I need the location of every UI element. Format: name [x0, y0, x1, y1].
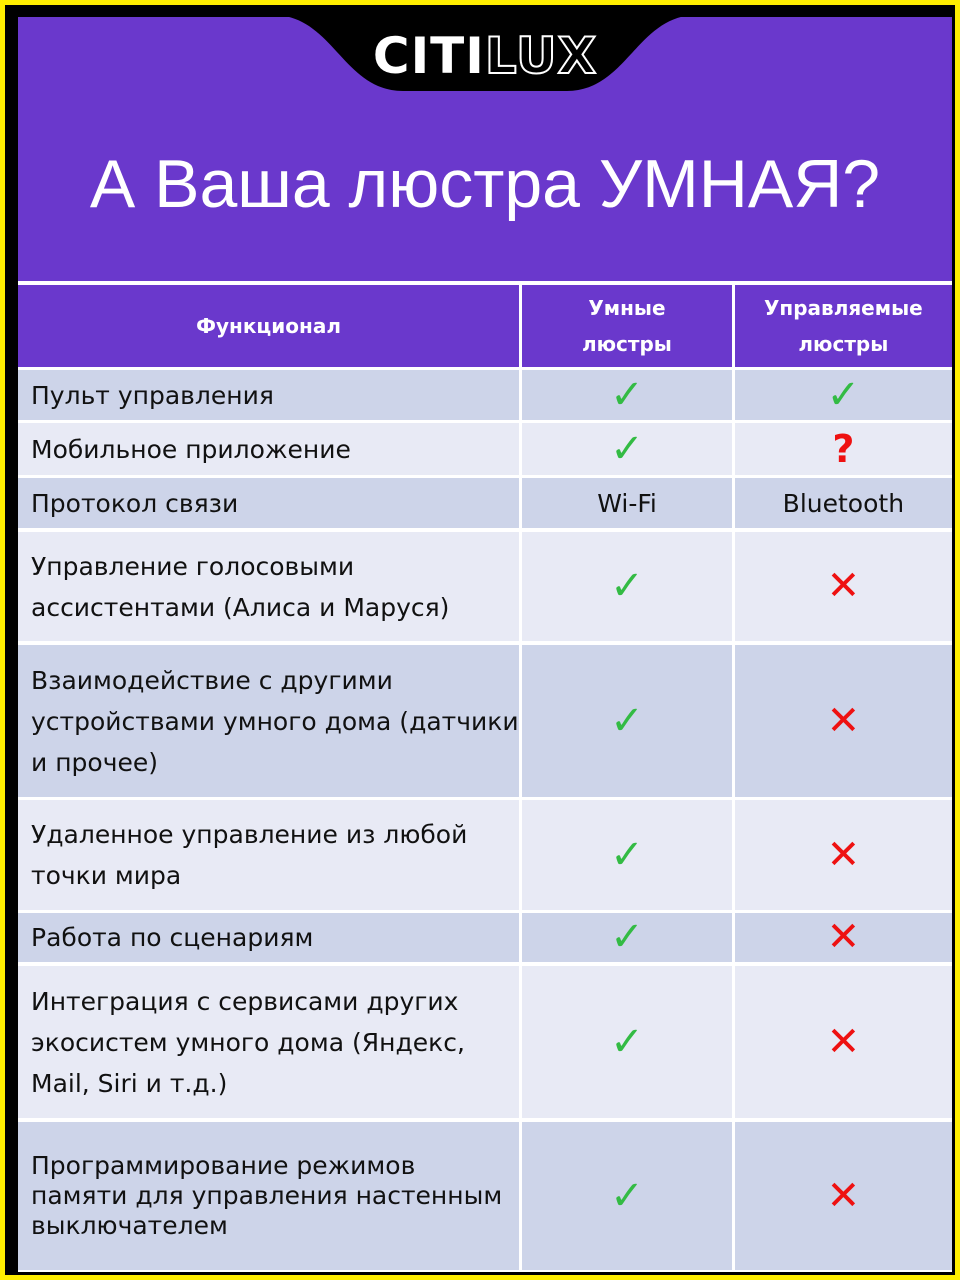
- table-row: Программирование режимов памяти для упра…: [18, 1122, 952, 1270]
- feature-cell: Работа по сценариям: [18, 913, 520, 962]
- feature-cell: Удаленное управление из любой точки мира: [18, 800, 520, 910]
- table-row: Мобильное приложение ✓ ?: [18, 423, 952, 475]
- smart-cell: ✓: [522, 966, 732, 1118]
- feature-cell: Пульт управления: [18, 370, 520, 420]
- logo-tab-shape: [273, 15, 697, 91]
- question-icon: ?: [832, 426, 855, 471]
- logo-outline: LUX: [484, 26, 598, 86]
- controlled-cell: ✕: [734, 532, 952, 641]
- feature-cell: Интеграция с сервисами других экосистем …: [18, 966, 520, 1118]
- smart-cell: ✓: [522, 800, 732, 910]
- controlled-cell: ✕: [734, 966, 952, 1118]
- smart-cell: ✓: [522, 645, 732, 797]
- table-header: Функционал Умные люстры Управляемые люст…: [18, 285, 952, 367]
- black-frame: CITILUX А Ваша люстра УМНАЯ? Функционал …: [5, 5, 955, 1275]
- controlled-cell: ✓: [734, 370, 952, 420]
- cross-icon: ✕: [826, 697, 861, 744]
- controlled-cell: ?: [734, 423, 952, 475]
- content: CITILUX А Ваша люстра УМНАЯ? Функционал …: [18, 15, 952, 1272]
- cross-icon: ✕: [826, 914, 861, 960]
- smart-cell: ✓: [522, 532, 732, 641]
- controlled-value: Bluetooth: [782, 488, 905, 518]
- table-row: Работа по сценариям ✓ ✕: [18, 913, 952, 962]
- table-row: Интеграция с сервисами других экосистем …: [18, 966, 952, 1118]
- controlled-cell: ✕: [734, 645, 952, 797]
- check-icon: ✓: [610, 1172, 644, 1219]
- cross-icon: ✕: [826, 1172, 861, 1219]
- check-icon: ✓: [610, 697, 644, 744]
- check-icon: ✓: [826, 371, 861, 418]
- controlled-cell: ✕: [734, 800, 952, 910]
- table-row: Удаленное управление из любой точки мира…: [18, 800, 952, 910]
- table-row: Взаимодействие с другими устройствами ум…: [18, 645, 952, 797]
- feature-cell: Программирование режимов памяти для упра…: [18, 1122, 520, 1270]
- logo-solid: CITI: [372, 27, 485, 85]
- table-row: Протокол связи Wi-Fi Bluetooth: [18, 478, 952, 528]
- header-smart: Умные люстры: [522, 285, 732, 367]
- header-feature: Функционал: [18, 285, 520, 367]
- smart-value: Wi-Fi: [597, 488, 657, 518]
- smart-cell: ✓: [522, 1122, 732, 1270]
- check-icon: ✓: [610, 1018, 644, 1065]
- header-controlled: Управляемые люстры: [734, 285, 952, 367]
- table-row: Управление голосовыми ассистентами (Алис…: [18, 532, 952, 641]
- controlled-cell: ✕: [734, 913, 952, 962]
- feature-cell: Протокол связи: [18, 478, 520, 528]
- check-icon: ✓: [610, 425, 644, 472]
- feature-cell: Взаимодействие с другими устройствами ум…: [18, 645, 520, 797]
- smart-cell: ✓: [522, 370, 732, 420]
- controlled-cell: Bluetooth: [734, 478, 952, 528]
- cross-icon: ✕: [826, 1018, 861, 1065]
- smart-cell: ✓: [522, 913, 732, 962]
- header-banner: CITILUX А Ваша люстра УМНАЯ?: [18, 15, 952, 281]
- feature-cell: Управление голосовыми ассистентами (Алис…: [18, 532, 520, 641]
- check-icon: ✓: [610, 831, 644, 878]
- smart-cell: ✓: [522, 423, 732, 475]
- citilux-logo: CITILUX: [18, 26, 952, 86]
- table-row: Пульт управления ✓ ✓: [18, 370, 952, 420]
- cross-icon: ✕: [826, 563, 861, 609]
- smart-cell: Wi-Fi: [522, 478, 732, 528]
- check-icon: ✓: [610, 563, 644, 609]
- controlled-cell: ✕: [734, 1122, 952, 1270]
- check-icon: ✓: [610, 914, 644, 960]
- feature-cell: Мобильное приложение: [18, 423, 520, 475]
- check-icon: ✓: [610, 371, 644, 418]
- page-title: А Ваша люстра УМНАЯ?: [89, 146, 881, 222]
- cross-icon: ✕: [826, 831, 861, 878]
